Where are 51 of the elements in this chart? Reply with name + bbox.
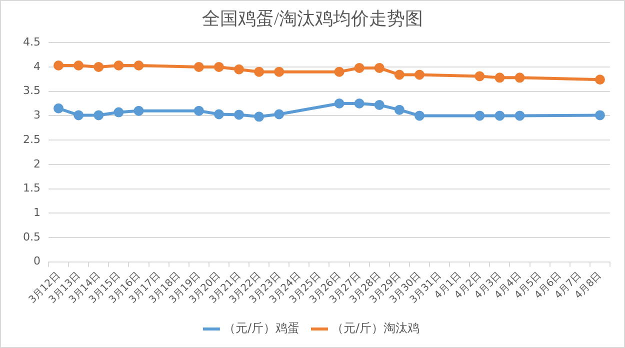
legend-label: （元/斤）淘汰鸡	[332, 321, 420, 336]
point	[594, 74, 605, 85]
point	[274, 66, 284, 77]
point	[194, 62, 204, 72]
point	[74, 110, 84, 120]
point	[254, 66, 264, 77]
y-tick-label: 4	[33, 60, 40, 73]
point	[114, 107, 124, 118]
point	[234, 110, 244, 120]
point	[394, 70, 404, 80]
point	[94, 110, 104, 120]
point	[514, 110, 525, 121]
point	[594, 110, 605, 120]
point	[334, 66, 344, 77]
y-tick-label: 4.5	[22, 35, 40, 48]
point	[214, 62, 224, 72]
point	[134, 106, 144, 116]
point	[194, 106, 204, 116]
point	[94, 62, 104, 72]
point	[74, 60, 84, 70]
point	[374, 62, 384, 73]
point	[354, 62, 364, 73]
point	[234, 64, 244, 74]
point	[214, 109, 224, 120]
chart-title: 全国鸡蛋/淘汰鸡均价走势图	[202, 8, 424, 29]
point	[374, 100, 384, 110]
point	[414, 110, 424, 121]
point	[54, 103, 64, 114]
point	[134, 60, 144, 70]
point	[494, 72, 505, 83]
y-tick-label: 1.5	[22, 182, 40, 195]
y-tick-label: 3.5	[22, 84, 40, 98]
point	[514, 72, 525, 83]
point	[354, 98, 364, 109]
y-tick-label: 2	[33, 157, 40, 170]
legend-label: （元/斤）鸡蛋	[223, 321, 300, 336]
point	[334, 98, 344, 109]
point	[274, 109, 284, 120]
y-tick-label: 0.5	[22, 230, 40, 244]
point	[394, 104, 404, 115]
point	[474, 110, 485, 121]
y-tick-label: 2.5	[22, 132, 40, 146]
point	[114, 60, 124, 70]
point	[254, 112, 264, 122]
point	[474, 71, 485, 82]
point	[414, 70, 424, 80]
y-tick-label: 1	[33, 206, 40, 220]
point	[494, 110, 505, 121]
point	[54, 60, 64, 70]
y-tick-label: 3	[33, 108, 40, 122]
y-tick-label: 0	[33, 254, 40, 268]
